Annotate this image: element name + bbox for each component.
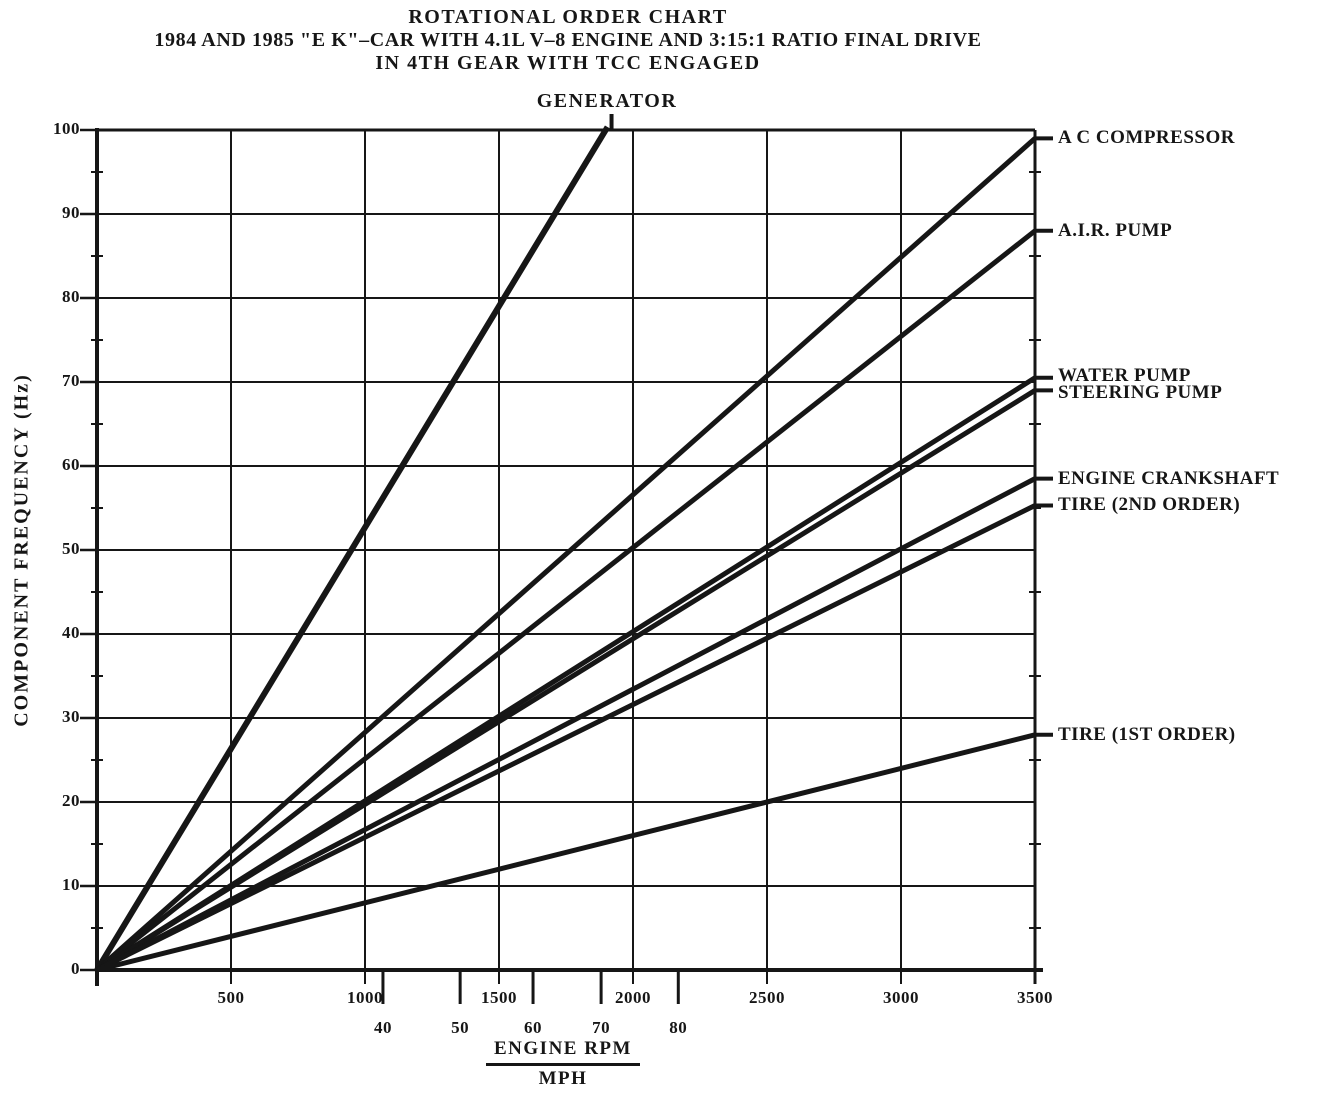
y-tick-label: 100: [53, 119, 80, 138]
x-tick-label: 1500: [481, 988, 517, 1007]
series-label-ac-compressor: A C COMPRESSOR: [1058, 127, 1235, 149]
chart-subtitle-2: IN 4TH GEAR WITH TCC ENGAGED: [375, 52, 761, 74]
series-label-generator: GENERATOR: [536, 90, 678, 112]
series-line-generator: [94, 125, 611, 972]
x-tick-label: 3000: [883, 988, 919, 1007]
series-line: [95, 503, 1037, 973]
series-label-steering-pump: STEERING PUMP: [1058, 381, 1223, 403]
series-label-air-pump: A.I.R. PUMP: [1058, 219, 1173, 241]
x-tick-label: 2500: [749, 988, 785, 1007]
mph-tick-label: 50: [451, 1018, 470, 1037]
x-tick-label: 1000: [347, 988, 383, 1007]
series-line: [95, 136, 1037, 972]
series-label-water-pump: WATER PUMP: [1058, 364, 1191, 386]
x-tick-label: 3500: [1017, 988, 1053, 1007]
series-line: [96, 732, 1036, 973]
series-line: [95, 228, 1037, 972]
x-axis-label-mph: MPH: [538, 1068, 588, 1089]
series-line: [95, 388, 1037, 973]
y-tick-label: 10: [62, 875, 80, 894]
x-tick-label: 500: [217, 988, 245, 1007]
y-tick-label: 70: [62, 371, 80, 390]
y-tick-label: 80: [62, 287, 80, 306]
mph-tick-label: 70: [592, 1018, 611, 1037]
y-tick-label: 60: [62, 455, 80, 474]
mph-tick-label: 40: [373, 1018, 392, 1037]
series-label-tire-1st-order: TIRE (1ST ORDER): [1058, 723, 1236, 745]
mph-tick-label: 80: [669, 1018, 688, 1037]
y-tick-label: 30: [62, 707, 80, 726]
y-tick-label: 20: [62, 791, 80, 810]
chart-subtitle: 1984 AND 1985 "E K"–CAR WITH 4.1L V–8 EN…: [154, 29, 982, 51]
chart-title-block: ROTATIONAL ORDER CHART 1984 AND 1985 "E …: [0, 6, 1136, 75]
x-axis-label: ENGINE RPM MPH: [463, 1038, 663, 1090]
series-label-tire-2nd-order: TIRE (2ND ORDER): [1058, 494, 1241, 516]
y-tick-label: 90: [62, 203, 80, 222]
series-line: [95, 476, 1037, 973]
mph-tick-label: 60: [524, 1018, 543, 1037]
x-tick-label: 2000: [615, 988, 651, 1007]
x-axis-label-rpm: ENGINE RPM: [486, 1038, 640, 1066]
y-tick-label: 40: [62, 623, 80, 642]
chart-title: ROTATIONAL ORDER CHART: [408, 6, 728, 28]
y-tick-label: 0: [71, 959, 80, 978]
series-label-engine-crankshaft: ENGINE CRANKSHAFT: [1058, 467, 1280, 489]
y-tick-label: 50: [62, 539, 80, 558]
